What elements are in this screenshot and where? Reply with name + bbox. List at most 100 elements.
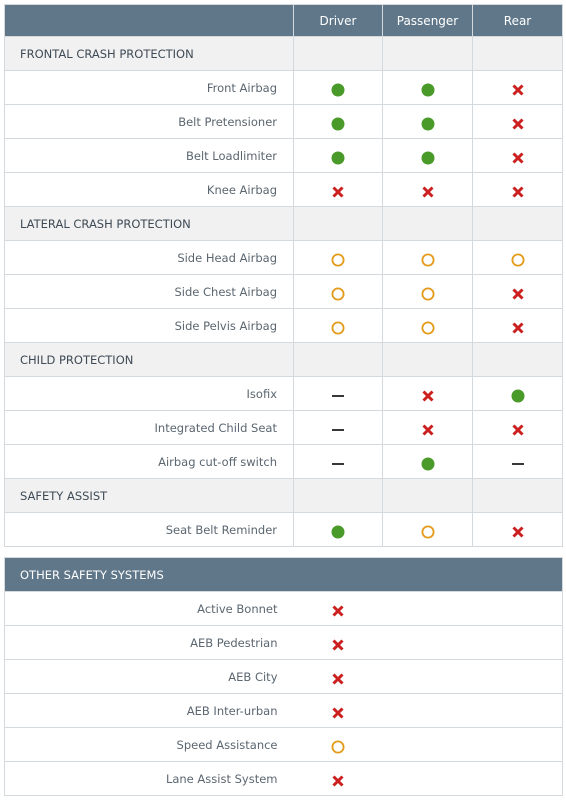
table-row: Knee Airbag [4,172,563,207]
feature-label: Belt Pretensioner [4,104,294,139]
standard-dot-icon [421,82,435,96]
system-blank-cell [382,591,563,626]
other-safety-systems-body: Active Bonnet AEB Pedestrian AEB City AEB I… [4,591,563,796]
rear-status-cell [472,444,563,479]
passenger-status-cell [382,172,473,207]
feature-label: Side Chest Airbag [4,274,294,309]
driver-status-cell [293,308,383,343]
passenger-status-cell [382,138,473,173]
passenger-status-cell [382,376,473,411]
not-available-cross-icon [511,320,525,334]
option-ring-icon [331,739,345,753]
table-row: Belt Pretensioner [4,104,563,139]
table-row: Side Chest Airbag [4,274,563,309]
not-available-cross-icon [331,773,345,787]
driver-status-cell [293,70,383,105]
feature-label: Side Head Airbag [4,240,294,275]
table-row: AEB Pedestrian [4,625,563,660]
table-row: Front Airbag [4,70,563,105]
rear-status-cell [472,104,563,139]
standard-dot-icon [421,116,435,130]
system-label: Lane Assist System [4,761,294,796]
table-row: AEB Inter-urban [4,693,563,728]
table-row: Belt Loadlimiter [4,138,563,173]
driver-status-cell [293,274,383,309]
table-row: Isofix [4,376,563,411]
passenger-status-cell [382,274,473,309]
rear-status-cell [472,70,563,105]
not-available-cross-icon [511,422,525,436]
standard-dot-icon [331,524,345,538]
system-label: Speed Assistance [4,727,294,762]
system-label: AEB Pedestrian [4,625,294,660]
system-blank-cell [382,727,563,762]
table-row: AEB City [4,659,563,694]
feature-label: Isofix [4,376,294,411]
not-available-cross-icon [511,82,525,96]
section-title: CHILD PROTECTION [4,342,294,377]
option-ring-icon [421,320,435,334]
passenger-status-cell [382,308,473,343]
other-safety-systems-title: OTHER SAFETY SYSTEMS [4,557,563,592]
passenger-status-cell [382,240,473,275]
standard-dot-icon [421,150,435,164]
driver-status-cell [293,410,383,445]
rear-status-cell [472,138,563,173]
feature-label: Seat Belt Reminder [4,512,294,547]
section-blank-cell [382,206,473,241]
system-blank-cell [382,761,563,796]
system-label: AEB Inter-urban [4,693,294,728]
system-status-cell [293,659,383,694]
not-applicable-dash-icon [331,388,345,402]
section-blank-cell [382,342,473,377]
not-available-cross-icon [331,637,345,651]
table-row: Side Head Airbag [4,240,563,275]
section-blank-cell [472,342,563,377]
section-blank-cell [472,478,563,513]
section-blank-cell [293,342,383,377]
passenger-status-cell [382,444,473,479]
section-header-row: FRONTAL CRASH PROTECTION [4,36,563,71]
not-available-cross-icon [421,388,435,402]
option-ring-icon [331,252,345,266]
rear-status-cell [472,308,563,343]
section-blank-cell [293,206,383,241]
rear-status-cell [472,240,563,275]
section-blank-cell [293,478,383,513]
table-row: Lane Assist System [4,761,563,796]
rear-status-cell [472,410,563,445]
option-ring-icon [421,286,435,300]
table-row: Seat Belt Reminder [4,512,563,547]
driver-status-cell [293,104,383,139]
not-applicable-dash-icon [331,422,345,436]
table-row: Integrated Child Seat [4,410,563,445]
standard-dot-icon [421,456,435,470]
section-blank-cell [382,36,473,71]
not-available-cross-icon [511,150,525,164]
other-safety-header-row: OTHER SAFETY SYSTEMS [4,557,563,592]
section-title: FRONTAL CRASH PROTECTION [4,36,294,71]
system-blank-cell [382,625,563,660]
feature-label: Integrated Child Seat [4,410,294,445]
feature-label: Front Airbag [4,70,294,105]
system-status-cell [293,693,383,728]
other-safety-systems-table: OTHER SAFETY SYSTEMS Active Bonnet AEB Pe… [4,557,563,796]
system-status-cell [293,727,383,762]
standard-dot-icon [511,388,525,402]
section-header-row: SAFETY ASSIST [4,478,563,513]
not-available-cross-icon [331,705,345,719]
driver-status-cell [293,376,383,411]
option-ring-icon [331,320,345,334]
not-available-cross-icon [511,524,525,538]
table-row: Speed Assistance [4,727,563,762]
section-title: LATERAL CRASH PROTECTION [4,206,294,241]
column-header-row: Driver Passenger Rear [4,4,563,37]
system-blank-cell [382,693,563,728]
not-applicable-dash-icon [511,456,525,470]
not-available-cross-icon [511,286,525,300]
driver-status-cell [293,444,383,479]
feature-label: Belt Loadlimiter [4,138,294,173]
not-available-cross-icon [511,184,525,198]
system-status-cell [293,761,383,796]
section-header-row: LATERAL CRASH PROTECTION [4,206,563,241]
